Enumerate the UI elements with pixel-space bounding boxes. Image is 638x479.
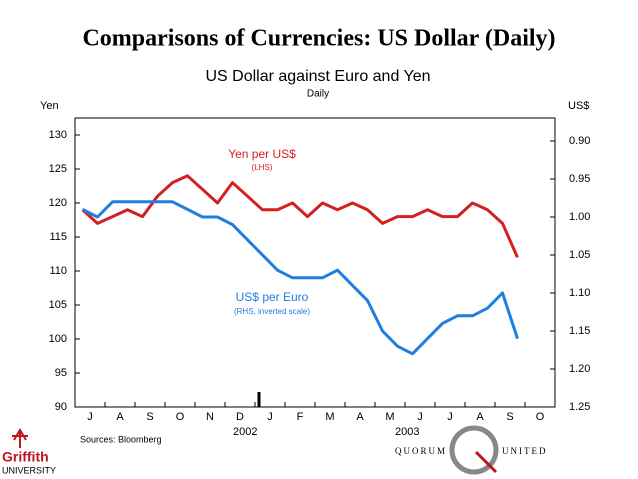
y-axis-label: Yen — [40, 100, 59, 112]
x-tick-label: S — [146, 411, 153, 423]
year-label: 2002 — [233, 426, 257, 438]
series-note: (RHS, inverted scale) — [234, 307, 310, 316]
logo-text: Griffith — [2, 449, 49, 465]
x-tick-label: O — [176, 411, 185, 423]
x-tick-label: A — [476, 411, 484, 423]
y2-tick-label: 1.10 — [569, 287, 590, 299]
logo-icon — [12, 428, 28, 448]
y-tick-label: 100 — [49, 333, 67, 345]
year-label: 2003 — [395, 426, 419, 438]
y2-tick-label: 1.00 — [569, 211, 590, 223]
y2-tick-label: 1.05 — [569, 249, 590, 261]
chart-title: US Dollar against Euro and Yen — [205, 68, 430, 85]
y2-tick-label: 0.95 — [569, 173, 590, 185]
x-tick-label: F — [297, 411, 304, 423]
x-tick-label: J — [267, 411, 273, 423]
x-tick-label: M — [385, 411, 394, 423]
y-tick-label: 125 — [49, 163, 67, 175]
y-tick-label: 90 — [55, 401, 67, 413]
logo-right: QUORUM UNITED — [395, 425, 548, 475]
chart-subtitle: Daily — [307, 89, 329, 100]
logo-icon — [449, 425, 499, 475]
logo-left: Griffith UNIVERSITY — [2, 428, 56, 475]
x-tick-label: S — [506, 411, 513, 423]
y-tick-label: 105 — [49, 299, 67, 311]
series-label: Yen per US$ — [228, 147, 296, 161]
logo-text: QUORUM — [395, 446, 447, 456]
y-tick-label: 130 — [49, 129, 67, 141]
series-note: (LHS) — [252, 163, 273, 172]
y2-axis-label: US$ — [568, 100, 589, 112]
x-tick-label: A — [356, 411, 364, 423]
logo-text: UNIVERSITY — [2, 465, 56, 475]
y2-tick-label: 1.15 — [569, 325, 590, 337]
x-tick-label: N — [206, 411, 214, 423]
source: Sources: Bloomberg — [80, 434, 162, 444]
series-line — [81, 200, 519, 356]
y-tick-label: 110 — [49, 265, 67, 277]
series-label: US$ per Euro — [236, 290, 309, 304]
x-tick-label: J — [417, 411, 423, 423]
logo-text: UNITED — [502, 446, 548, 456]
x-tick-label: A — [116, 411, 124, 423]
plot-frame — [74, 117, 556, 408]
x-tick-label: O — [536, 411, 545, 423]
y-tick-label: 95 — [55, 367, 67, 379]
x-tick-label: J — [87, 411, 93, 423]
y2-tick-label: 1.25 — [569, 401, 590, 413]
y2-tick-label: 0.90 — [569, 135, 590, 147]
x-tick-label: J — [447, 411, 453, 423]
y-tick-label: 120 — [49, 197, 67, 209]
x-tick-label: M — [325, 411, 334, 423]
y2-tick-label: 1.20 — [569, 363, 590, 375]
logo-icon — [474, 450, 498, 474]
y-tick-label: 115 — [49, 231, 67, 243]
series-line — [81, 174, 519, 259]
slide-title: Comparisons of Currencies: US Dollar (Da… — [82, 26, 555, 52]
x-tick-label: D — [236, 411, 244, 423]
